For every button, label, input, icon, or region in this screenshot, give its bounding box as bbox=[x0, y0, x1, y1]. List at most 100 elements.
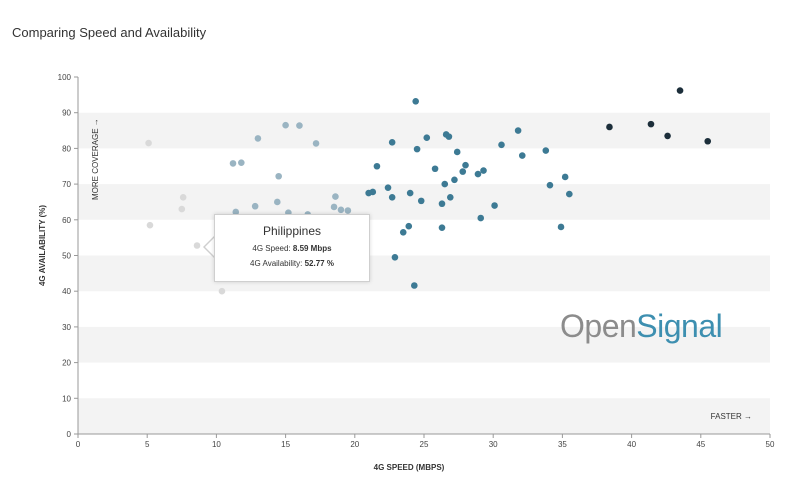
data-point bbox=[453, 148, 461, 156]
x-tick-label: 45 bbox=[696, 440, 705, 449]
data-point bbox=[238, 159, 245, 166]
x-tick-label: 50 bbox=[766, 440, 775, 449]
data-point bbox=[145, 139, 152, 147]
y-tick-label: 90 bbox=[62, 109, 71, 118]
tooltip: Philippines 4G Speed: 8.59 Mbps 4G Avail… bbox=[214, 214, 370, 282]
y-tick-label: 30 bbox=[62, 323, 71, 332]
y-tick-label: 70 bbox=[62, 180, 71, 189]
y-tick-label: 0 bbox=[67, 430, 72, 439]
data-point bbox=[459, 168, 467, 175]
more-coverage-annotation: MORE COVERAGE → bbox=[91, 118, 100, 200]
data-point bbox=[462, 161, 469, 169]
data-point bbox=[312, 140, 320, 147]
data-point bbox=[498, 141, 505, 149]
x-tick-label: 10 bbox=[212, 440, 221, 449]
data-point bbox=[542, 147, 550, 154]
tooltip-pointer-fill bbox=[205, 236, 216, 258]
tooltip-country: Philippines bbox=[262, 224, 322, 238]
data-point bbox=[218, 287, 226, 295]
data-point bbox=[388, 194, 396, 201]
data-point bbox=[330, 203, 338, 211]
data-point bbox=[251, 202, 259, 210]
data-point bbox=[704, 137, 712, 145]
x-tick-label: 20 bbox=[350, 440, 359, 449]
data-point bbox=[561, 173, 569, 181]
grid-band bbox=[78, 398, 770, 434]
data-point bbox=[384, 184, 392, 191]
data-point bbox=[546, 181, 554, 189]
data-point bbox=[411, 282, 418, 289]
data-point bbox=[474, 170, 482, 178]
data-point bbox=[229, 160, 237, 167]
y-axis-title: 4G AVAILABILITY (%) bbox=[38, 205, 47, 286]
x-tick-label: 40 bbox=[627, 440, 636, 449]
data-point bbox=[557, 223, 565, 231]
x-tick-label: 0 bbox=[76, 440, 81, 449]
data-point bbox=[275, 172, 282, 180]
tooltip-speed-label: 4G Speed: bbox=[252, 244, 293, 253]
data-point bbox=[232, 208, 240, 216]
data-point bbox=[344, 207, 352, 214]
y-tick-label: 60 bbox=[62, 216, 71, 225]
data-point bbox=[412, 97, 419, 105]
data-point bbox=[178, 205, 186, 213]
page-title: Comparing Speed and Availability bbox=[12, 25, 207, 40]
data-point bbox=[146, 221, 154, 229]
data-point bbox=[477, 214, 485, 222]
y-tick-label: 100 bbox=[58, 73, 72, 82]
data-point bbox=[179, 194, 187, 201]
opensignal-logo: OpenSignal bbox=[560, 308, 723, 345]
data-point bbox=[373, 162, 381, 170]
data-point bbox=[337, 206, 345, 214]
x-tick-label: 25 bbox=[420, 440, 429, 449]
data-point bbox=[480, 167, 487, 174]
faster-annotation: FASTER → bbox=[711, 412, 752, 421]
tooltip-availability: 4G Availability: 52.77 % bbox=[215, 259, 369, 268]
data-point bbox=[254, 135, 262, 142]
data-point bbox=[388, 139, 396, 146]
data-point bbox=[438, 200, 446, 208]
data-point bbox=[431, 165, 439, 173]
data-point bbox=[664, 132, 671, 140]
logo-part-open: Open bbox=[560, 308, 637, 344]
x-tick-label: 15 bbox=[281, 440, 290, 449]
x-axis-title: 4G SPEED (MBPS) bbox=[374, 463, 445, 472]
data-point bbox=[518, 152, 526, 159]
y-tick-label: 80 bbox=[62, 144, 71, 153]
data-point bbox=[273, 198, 281, 206]
tooltip-speed: 4G Speed: 8.59 Mbps bbox=[215, 244, 369, 253]
data-point bbox=[514, 127, 522, 134]
y-tick-label: 40 bbox=[62, 287, 71, 296]
data-point bbox=[647, 120, 655, 128]
grid-band bbox=[78, 326, 770, 363]
data-point bbox=[193, 242, 201, 249]
data-point bbox=[676, 87, 684, 94]
grid-band bbox=[78, 112, 770, 149]
data-point bbox=[391, 253, 399, 261]
data-point bbox=[282, 121, 289, 129]
x-tick-label: 5 bbox=[145, 440, 150, 449]
data-point bbox=[332, 193, 339, 200]
data-point bbox=[606, 123, 613, 131]
data-point bbox=[417, 197, 425, 205]
data-point bbox=[369, 188, 377, 196]
data-point bbox=[406, 189, 414, 197]
data-point bbox=[491, 202, 498, 209]
tooltip-speed-value: 8.59 Mbps bbox=[292, 244, 332, 253]
grid-band bbox=[78, 255, 770, 292]
x-tick-label: 30 bbox=[489, 440, 498, 449]
data-point bbox=[445, 133, 453, 140]
x-tick-label: 35 bbox=[558, 440, 567, 449]
data-point bbox=[446, 194, 454, 201]
y-tick-label: 20 bbox=[62, 359, 71, 368]
tooltip-availability-value: 52.77 % bbox=[304, 259, 334, 268]
y-tick-label: 10 bbox=[62, 394, 71, 403]
data-point bbox=[441, 180, 449, 188]
data-point bbox=[566, 190, 573, 198]
tooltip-availability-label: 4G Availability: bbox=[250, 259, 305, 268]
y-tick-label: 50 bbox=[62, 252, 71, 261]
data-point bbox=[438, 224, 446, 231]
data-point bbox=[423, 134, 431, 141]
data-point bbox=[413, 145, 421, 153]
